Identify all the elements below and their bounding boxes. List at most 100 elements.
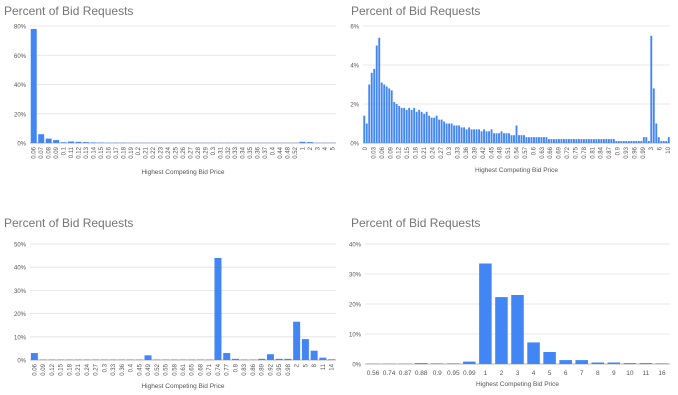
x-tick-label: 3 [516,370,520,377]
y-tick-label: 4% [350,64,359,70]
x-tick-label: 0.18 [121,146,127,158]
bar [90,142,97,143]
bar [378,37,381,144]
bar [655,123,658,143]
bar [570,139,573,143]
x-tick-label: 0.48 [285,146,291,158]
x-tick-label: 0.42 [481,146,487,158]
bar [650,35,653,143]
bar [393,102,396,143]
x-tick-label: 0.35 [248,146,254,158]
bar [383,84,386,143]
bar [652,88,655,143]
x-tick-label: 0.96 [632,146,638,158]
bar [403,107,406,143]
bar [667,137,670,143]
bar [632,141,635,143]
bar [380,82,383,143]
x-tick-label: 0.24 [430,146,436,158]
x-tick-label: 0.71 [207,363,213,375]
bar [468,127,471,143]
x-tick-label: 0.8 [233,363,239,372]
x-tick-label: 0.78 [582,146,588,158]
x-tick-label: 0.26 [181,146,187,158]
bar [410,109,413,143]
x-tick-label: 0.08 [47,146,53,158]
x-tick-label: 0 [363,146,369,150]
x-tick-label: 0.18 [67,363,73,375]
x-tick-label: 0.07 [39,146,45,158]
x-tick-label: 0.11 [69,146,75,158]
x-axis-title: Highest Competing Bid Price [141,169,224,176]
bar [443,121,446,143]
bar [463,127,466,143]
bar [630,141,633,143]
bar [299,141,306,143]
x-tick-label: 0.54 [515,146,521,158]
x-tick-label: 0.2 [136,146,142,155]
bar [390,90,393,143]
x-tick-label: 0.22 [151,146,157,158]
x-tick-label: 0.24 [166,146,172,158]
bar [430,363,444,364]
x-tick-label: 2 [295,363,301,367]
x-tick-label: 0.95 [447,370,460,377]
bar [425,111,428,143]
bar [214,257,222,360]
x-tick-label: 5 [548,370,552,377]
bar [45,138,52,143]
bar [493,133,495,143]
y-tick-label: 40% [14,266,27,272]
bar [60,142,67,143]
y-tick-label: 40% [349,243,362,249]
bar [478,129,480,143]
y-tick-label: 10% [14,335,27,341]
chart-panel-top-left: Percent of Bid Requests 0% 20% 40% 60% 80% 0.… [0,0,339,197]
x-tick-label: 0.13 [84,146,90,158]
bar [637,141,640,143]
bar [328,359,336,360]
bar [418,109,421,143]
y-tick-label: 20% [14,312,27,318]
bar [475,129,478,143]
bar [575,360,588,364]
x-tick-label: 2 [308,146,314,150]
bar [144,355,152,360]
bar [450,123,453,143]
bar [540,137,543,143]
bar [592,139,595,143]
bar [523,135,525,143]
y-tick-label: 0% [17,142,26,148]
x-tick-label: 0.51 [506,146,512,158]
bar [567,139,570,143]
bar [293,321,301,360]
y-tick-label: 20% [14,112,27,118]
x-tick-label: 0.27 [188,146,194,158]
x-tick-label: 0.66 [548,146,554,158]
bar [518,135,520,143]
bar [365,123,368,143]
x-tick-label: 0.29 [203,146,209,158]
x-tick-label: 0.6 [531,146,537,155]
x-tick-label: 1 [300,146,306,150]
x-tick-label: 0.15 [99,146,105,158]
bar [368,84,371,143]
x-tick-label: 0.06 [380,146,386,158]
bar [597,139,600,143]
bar [605,139,608,143]
bar [612,139,615,143]
bar [622,141,625,143]
bar [275,358,283,360]
x-tick-label: 0.27 [94,363,100,375]
x-tick-label: 16 [658,370,666,377]
bar [640,141,643,143]
bar [607,362,621,364]
x-tick-label: 0.93 [624,146,630,158]
x-tick-label: 0.39 [472,146,478,158]
x-tick-label: 0.74 [383,370,396,377]
bar [513,135,515,143]
x-tick-label: 0.45 [137,363,143,375]
x-tick-label: 0.25 [174,146,180,158]
bar [575,139,578,143]
bar [428,115,431,143]
